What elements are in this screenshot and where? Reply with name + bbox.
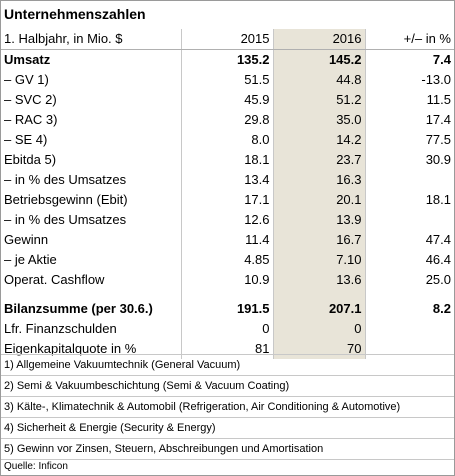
figures-table: 1. Halbjahr, in Mio. $ 2015 2016 +/– in …	[1, 29, 454, 359]
value-change: 17.4	[425, 112, 451, 127]
row-label: – SE 4)	[1, 130, 182, 150]
value-2016: 23.7	[273, 150, 366, 170]
row-label: – je Aktie	[1, 250, 182, 270]
table-row: Umsatz 135.2 145.2 7.4	[1, 49, 454, 70]
value-change: 25.0	[425, 272, 451, 287]
value-2016: 207.1	[273, 299, 366, 319]
value-2015: 29.8	[181, 110, 274, 130]
header-row: 1. Halbjahr, in Mio. $ 2015 2016 +/– in …	[1, 29, 454, 50]
header-change: +/– in %	[365, 29, 454, 50]
value-change	[365, 319, 454, 339]
value-2015: 51.5	[181, 70, 274, 90]
value-2015: 12.6	[181, 210, 274, 230]
footnote: 1) Allgemeine Vakuumtechnik (General Vac…	[1, 354, 454, 375]
header-2015: 2015	[181, 29, 274, 50]
value-change: 18.1	[425, 192, 451, 207]
row-label: – RAC 3)	[1, 110, 182, 130]
table-row: Lfr. Finanzschulden 0 0	[1, 319, 454, 339]
source-note: Quelle: Inficon	[1, 459, 454, 474]
value-change: 7.4	[432, 52, 451, 67]
value-2015: 191.5	[181, 299, 274, 319]
value-change: 47.4	[425, 232, 451, 247]
spacer-row	[1, 290, 454, 299]
row-label: Operat. Cashflow	[1, 270, 182, 290]
row-label: Gewinn	[1, 230, 182, 250]
value-2016: 16.7	[273, 230, 366, 250]
value-2015: 11.4	[181, 230, 274, 250]
footnote: 2) Semi & Vakuumbeschichtung (Semi & Vac…	[1, 375, 454, 396]
table-row: – SVC 2) 45.9 51.2 11.5	[1, 90, 454, 110]
table-row: – in % des Umsatzes 12.6 13.9	[1, 210, 454, 230]
table-title: Unternehmenszahlen	[4, 6, 146, 22]
value-change: 46.4	[425, 252, 451, 267]
value-2016: 13.6	[273, 270, 366, 290]
row-label: – GV 1)	[1, 70, 182, 90]
value-2015: 4.85	[181, 250, 274, 270]
value-2016: 35.0	[273, 110, 366, 130]
footnote: 4) Sicherheit & Energie (Security & Ener…	[1, 417, 454, 438]
footnote: 5) Gewinn vor Zinsen, Steuern, Abschreib…	[1, 438, 454, 459]
value-2016: 20.1	[273, 190, 366, 210]
row-label: Lfr. Finanzschulden	[1, 319, 182, 339]
value-2015: 8.0	[181, 130, 274, 150]
value-2016: 7.10	[273, 250, 366, 270]
header-label: 1. Halbjahr, in Mio. $	[1, 29, 182, 50]
value-2015: 17.1	[181, 190, 274, 210]
value-2015: 10.9	[181, 270, 274, 290]
header-2016: 2016	[273, 29, 366, 50]
footnote: 3) Kälte-, Klimatechnik & Automobil (Ref…	[1, 396, 454, 417]
table-row: Operat. Cashflow 10.9 13.6 25.0	[1, 270, 454, 290]
value-2015: 13.4	[181, 170, 274, 190]
table-row: Gewinn 11.4 16.7 47.4	[1, 230, 454, 250]
row-label: Umsatz	[1, 49, 182, 70]
row-label: Bilanzsumme (per 30.6.)	[1, 299, 182, 319]
value-2016: 16.3	[273, 170, 366, 190]
value-2016: 51.2	[273, 90, 366, 110]
value-2015: 135.2	[181, 49, 274, 70]
table-row: – SE 4) 8.0 14.2 77.5	[1, 130, 454, 150]
value-change: 30.9	[425, 152, 451, 167]
table-row: Ebitda 5) 18.1 23.7 30.9	[1, 150, 454, 170]
value-2016: 0	[273, 319, 366, 339]
row-label: – SVC 2)	[1, 90, 182, 110]
table-row: Betriebsgewinn (Ebit) 17.1 20.1 18.1	[1, 190, 454, 210]
value-change	[365, 210, 454, 230]
table-row: – RAC 3) 29.8 35.0 17.4	[1, 110, 454, 130]
value-change: 8.2	[432, 301, 451, 316]
row-label: – in % des Umsatzes	[1, 210, 182, 230]
value-2015: 45.9	[181, 90, 274, 110]
table-row: Bilanzsumme (per 30.6.) 191.5 207.1 8.2	[1, 299, 454, 319]
row-label: Ebitda 5)	[1, 150, 182, 170]
value-2016: 14.2	[273, 130, 366, 150]
table-row: – GV 1) 51.5 44.8 -13.0	[1, 70, 454, 90]
value-change: 11.5	[426, 92, 451, 107]
row-label: Betriebsgewinn (Ebit)	[1, 190, 182, 210]
row-label: – in % des Umsatzes	[1, 170, 182, 190]
value-2015: 18.1	[181, 150, 274, 170]
value-2016: 44.8	[273, 70, 366, 90]
value-change: 77.5	[425, 132, 451, 147]
value-2016: 13.9	[273, 210, 366, 230]
value-2016: 145.2	[273, 49, 366, 70]
footnotes: 1) Allgemeine Vakuumtechnik (General Vac…	[1, 354, 454, 474]
value-2015: 0	[181, 319, 274, 339]
value-change: -13.0	[421, 72, 451, 87]
table-row: – in % des Umsatzes 13.4 16.3	[1, 170, 454, 190]
value-change	[365, 170, 454, 190]
table-row: – je Aktie 4.85 7.10 46.4	[1, 250, 454, 270]
